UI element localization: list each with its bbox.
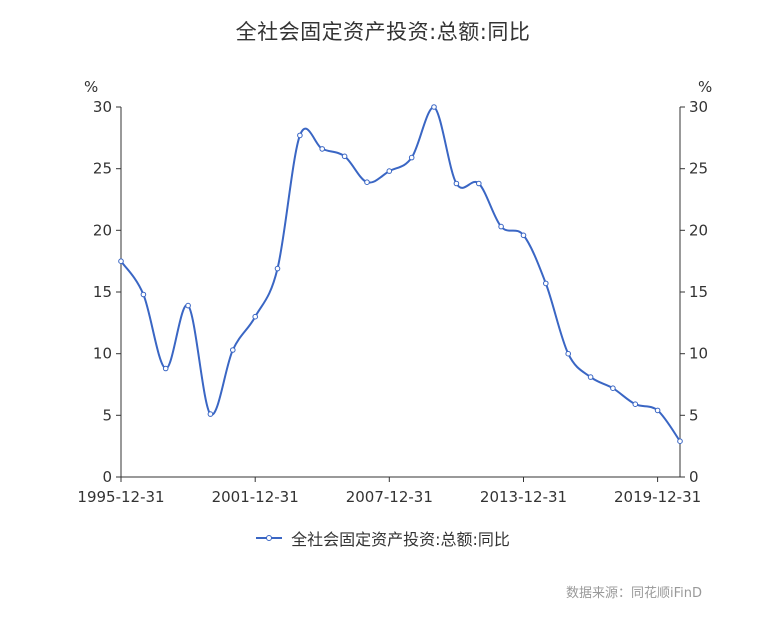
y-tick-label-left: 10	[93, 345, 112, 363]
data-point-marker	[498, 223, 504, 230]
x-tick-label: 2001-12-31	[212, 488, 299, 506]
y-tick-label-left: 0	[102, 468, 112, 486]
data-point-marker	[297, 132, 303, 139]
data-point-marker	[453, 180, 460, 187]
y-tick-label-right: 10	[689, 345, 708, 363]
x-tick-label: 2019-12-31	[614, 488, 701, 506]
y-axis-unit-right: %	[698, 78, 713, 96]
x-tick-label: 1995-12-31	[77, 488, 164, 506]
data-point-marker	[185, 302, 191, 309]
y-tick-label-right: 5	[689, 406, 699, 424]
y-tick-label-right: 15	[689, 283, 708, 301]
data-point-marker	[476, 180, 482, 187]
data-point-marker	[431, 104, 437, 110]
data-point-marker	[632, 401, 639, 408]
data-point-marker	[520, 232, 527, 239]
y-tick-label-right: 25	[689, 160, 708, 178]
legend-item[interactable]: 全社会固定资产投资:总额:同比	[0, 526, 766, 550]
y-tick-label-right: 30	[689, 98, 708, 116]
data-point-marker	[677, 438, 683, 445]
data-point-marker	[587, 374, 594, 380]
legend-series-label: 全社会固定资产投资:总额:同比	[291, 530, 510, 549]
data-point-marker	[610, 385, 616, 392]
data-point-marker	[274, 265, 281, 272]
data-point-marker	[162, 365, 169, 372]
data-point-marker	[364, 179, 370, 185]
y-tick-label-left: 30	[93, 98, 112, 116]
legend-line-icon	[256, 535, 283, 541]
data-point-marker	[386, 168, 393, 174]
data-point-marker	[565, 350, 572, 357]
y-axis-unit-left: %	[84, 78, 99, 96]
data-point-marker	[408, 154, 415, 161]
y-tick-label-left: 20	[93, 221, 112, 239]
y-tick-label-left: 5	[102, 406, 112, 424]
data-source-label: 数据来源：同花顺iFinD	[565, 586, 702, 601]
data-point-marker	[118, 258, 124, 265]
x-tick-label: 2013-12-31	[480, 488, 567, 506]
data-point-marker	[230, 347, 236, 353]
data-point-marker	[319, 146, 326, 152]
data-point-marker	[341, 153, 348, 160]
y-tick-label-left: 15	[93, 283, 112, 301]
y-tick-label-right: 20	[689, 221, 708, 239]
y-tick-label-right: 0	[689, 468, 699, 486]
data-point-marker	[654, 407, 661, 414]
series-line	[120, 106, 681, 443]
data-point-marker	[252, 313, 258, 320]
data-point-marker	[140, 291, 147, 298]
y-tick-label-left: 25	[93, 160, 112, 178]
data-point-marker	[207, 411, 214, 417]
data-point-marker	[543, 280, 549, 287]
chart-title: 全社会固定资产投资:总额:同比	[235, 20, 531, 44]
x-tick-label: 2007-12-31	[346, 488, 433, 506]
